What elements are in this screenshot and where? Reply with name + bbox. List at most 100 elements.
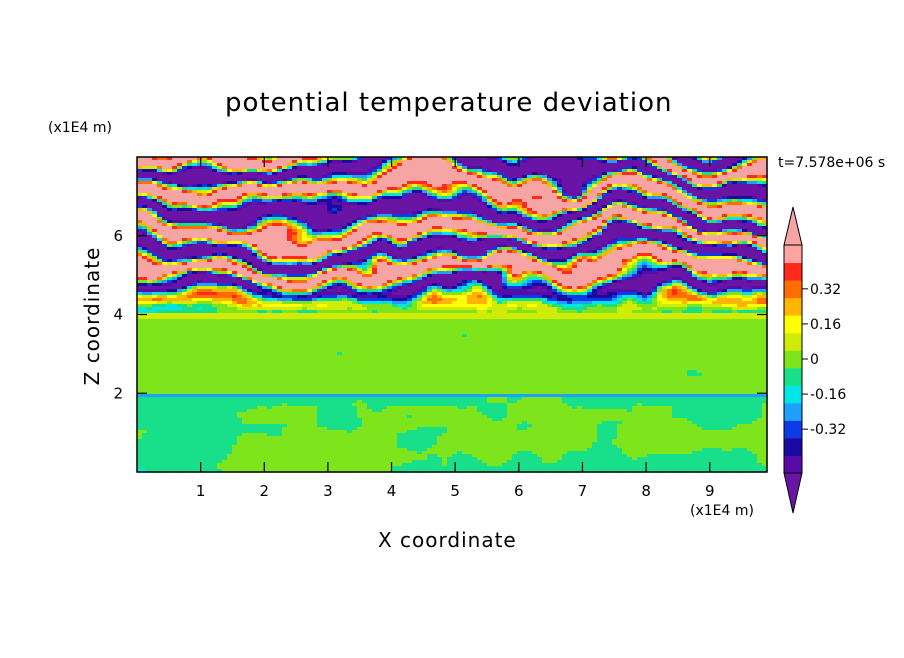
heatmap-cell — [222, 208, 228, 212]
heatmap-cell — [337, 205, 343, 209]
heatmap-cell — [307, 178, 313, 182]
heatmap-cell — [262, 211, 268, 215]
heatmap-cell — [227, 157, 233, 161]
heatmap-cell — [152, 190, 158, 194]
heatmap-cell — [547, 172, 553, 176]
heatmap-cell — [227, 196, 233, 200]
heatmap-cell — [397, 166, 403, 170]
heatmap-cell — [357, 217, 363, 221]
heatmap-cell — [307, 175, 313, 179]
heatmap-cell — [697, 202, 703, 206]
heatmap-cell — [172, 208, 178, 212]
heatmap-cell — [757, 160, 763, 164]
heatmap-cell — [292, 199, 298, 203]
heatmap-cell — [377, 190, 383, 194]
heatmap-cell — [342, 175, 348, 179]
heatmap-cell — [552, 211, 558, 215]
heatmap-cell — [407, 220, 413, 224]
heatmap-cell — [477, 172, 483, 176]
heatmap-cell — [517, 169, 523, 173]
heatmap-cell — [357, 205, 363, 209]
heatmap-cell — [567, 205, 573, 209]
heatmap-cell — [542, 217, 548, 221]
heatmap-cell — [762, 163, 768, 167]
heatmap-cell — [547, 160, 553, 164]
heatmap-cell — [427, 169, 433, 173]
heatmap-cell — [442, 184, 448, 188]
heatmap-cell — [577, 160, 583, 164]
heatmap-cell — [227, 217, 233, 221]
heatmap-cell — [327, 160, 333, 164]
heatmap-cell — [232, 190, 238, 194]
heatmap-cell — [627, 166, 633, 170]
heatmap-cell — [397, 217, 403, 221]
heatmap-cell — [457, 211, 463, 215]
heatmap-cell — [627, 211, 633, 215]
heatmap-cell — [312, 163, 318, 167]
heatmap-cell — [712, 193, 718, 197]
heatmap-cell — [762, 181, 768, 185]
heatmap-cell — [737, 157, 743, 161]
heatmap-cell — [372, 211, 378, 215]
heatmap-cell — [367, 190, 373, 194]
heatmap-cell — [427, 178, 433, 182]
heatmap-cell — [677, 217, 683, 221]
heatmap-cell — [637, 211, 643, 215]
heatmap-cell — [292, 169, 298, 173]
heatmap-cell — [507, 202, 513, 206]
heatmap-cell — [347, 205, 353, 209]
heatmap-cell — [242, 190, 248, 194]
heatmap-cell — [567, 214, 573, 218]
heatmap-cell — [172, 166, 178, 170]
heatmap-cell — [522, 160, 528, 164]
heatmap-cell — [682, 178, 688, 182]
heatmap-cell — [382, 184, 388, 188]
heatmap-cell — [562, 211, 568, 215]
heatmap-cell — [677, 187, 683, 191]
heatmap-cell — [707, 172, 713, 176]
heatmap-cell — [312, 169, 318, 173]
heatmap-cell — [262, 220, 268, 224]
heatmap-cell — [652, 217, 658, 221]
heatmap-cell — [367, 160, 373, 164]
heatmap-cell — [532, 211, 538, 215]
heatmap-cell — [592, 202, 598, 206]
heatmap-cell — [242, 157, 248, 161]
heatmap-cell — [137, 181, 143, 185]
heatmap-cell — [192, 205, 198, 209]
heatmap-cell — [377, 187, 383, 191]
heatmap-cell — [347, 175, 353, 179]
heatmap-cell — [617, 181, 623, 185]
heatmap-cell — [287, 163, 293, 167]
heatmap-cell — [562, 181, 568, 185]
heatmap-cell — [222, 169, 228, 173]
heatmap-cell — [257, 220, 263, 224]
heatmap-cell — [667, 169, 673, 173]
heatmap-cell — [157, 202, 163, 206]
heatmap-cell — [422, 196, 428, 200]
heatmap-cell — [572, 196, 578, 200]
heatmap-cell — [762, 184, 768, 188]
heatmap-cell — [232, 217, 238, 221]
heatmap-cell — [237, 193, 243, 197]
heatmap-cell — [457, 175, 463, 179]
heatmap-cell — [532, 205, 538, 209]
heatmap-cell — [417, 217, 423, 221]
heatmap-cell — [232, 181, 238, 185]
heatmap-cell — [622, 211, 628, 215]
heatmap-cell — [607, 202, 613, 206]
heatmap-cell — [547, 157, 553, 161]
heatmap-cell — [152, 169, 158, 173]
heatmap-cell — [717, 184, 723, 188]
heatmap-cell — [687, 184, 693, 188]
heatmap-cell — [277, 181, 283, 185]
heatmap-cell — [222, 184, 228, 188]
heatmap-cell — [262, 166, 268, 170]
heatmap-cell — [387, 166, 393, 170]
heatmap-cell — [337, 187, 343, 191]
heatmap-cell — [372, 178, 378, 182]
heatmap-cell — [602, 202, 608, 206]
heatmap-cell — [637, 202, 643, 206]
heatmap-cell — [217, 157, 223, 161]
heatmap-cell — [502, 211, 508, 215]
